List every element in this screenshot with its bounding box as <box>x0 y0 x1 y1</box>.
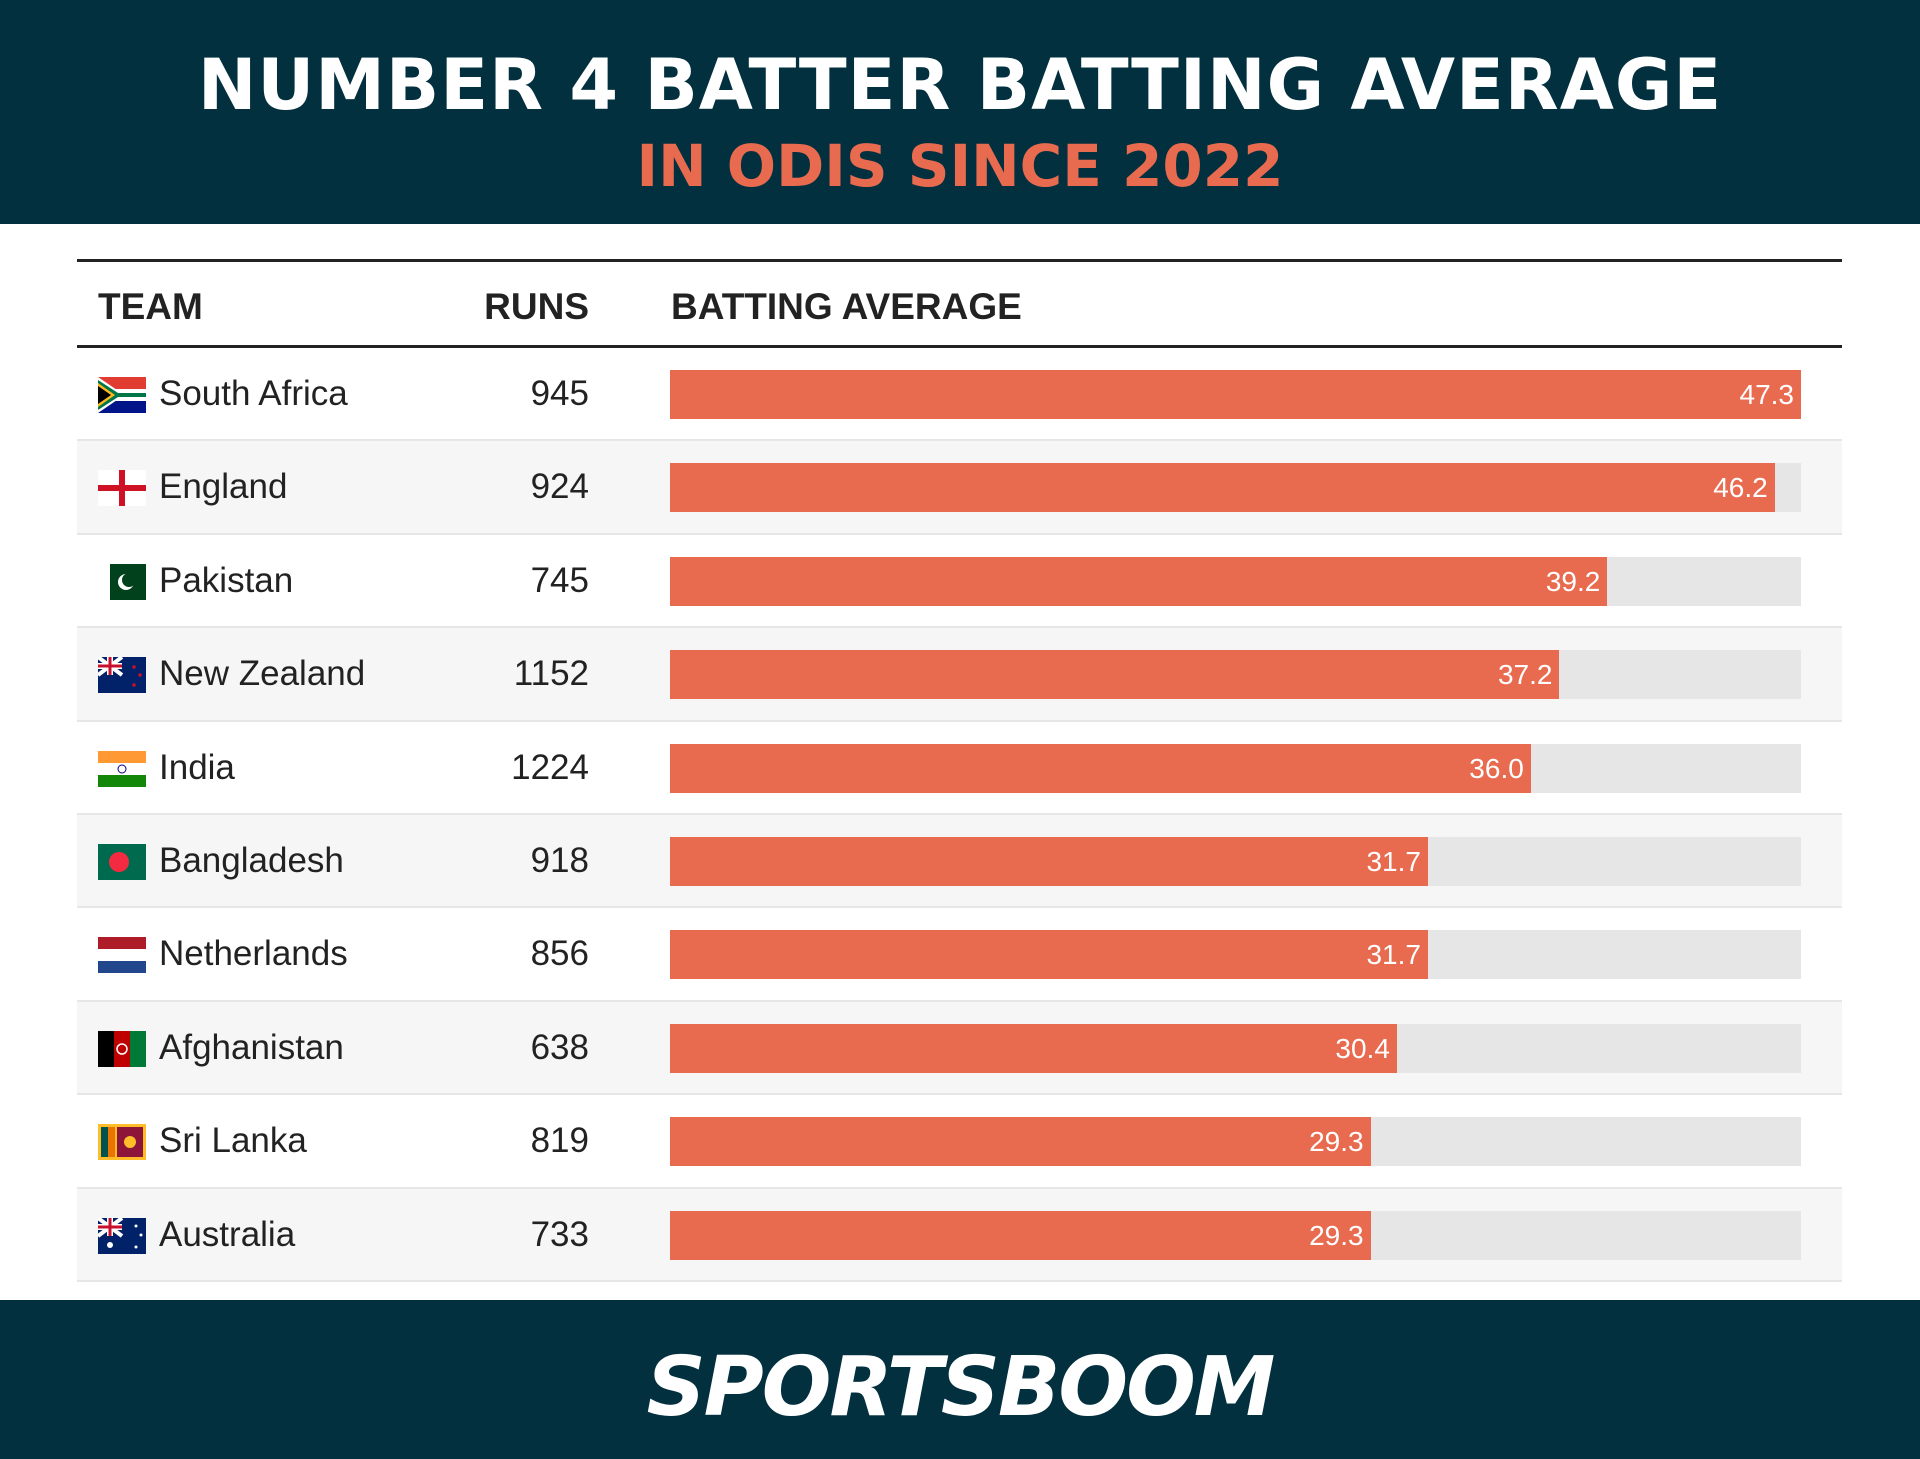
column-header-runs: RUNS <box>484 286 589 327</box>
table-row: England 924 46.2 <box>77 441 1842 535</box>
bar-value-label: 30.4 <box>1335 1032 1390 1064</box>
bar-netherlands: 31.7 <box>670 930 1428 980</box>
data-table: TEAM RUNS BATTING AVERAGE South Africa 9… <box>77 259 1842 1282</box>
bar-bangladesh: 31.7 <box>670 836 1428 886</box>
runs-value: 819 <box>530 1121 589 1161</box>
bar-value-label: 29.3 <box>1309 1126 1364 1158</box>
runs-value: 1152 <box>513 654 589 694</box>
divider <box>77 259 1842 262</box>
team-name: England <box>159 467 288 507</box>
table-row: India 1224 36.0 <box>77 722 1842 815</box>
bar-track: 47.3 <box>670 370 1801 419</box>
bar-value-label: 47.3 <box>1739 379 1795 410</box>
table-row: Bangladesh 918 31.7 <box>77 814 1842 909</box>
team-name: South Africa <box>159 374 348 413</box>
bar-value-label: 36.0 <box>1469 752 1524 784</box>
team-name: New Zealand <box>159 654 366 694</box>
team-name: Pakistan <box>159 560 294 600</box>
bar-value-label: 29.3 <box>1309 1219 1364 1251</box>
runs-value: 945 <box>530 374 589 413</box>
chart-subtitle: IN ODIS SINCE 2022 <box>636 132 1284 200</box>
footer-banner: SPORTSBOOM <box>0 1300 1920 1459</box>
runs-value: 733 <box>530 1214 589 1254</box>
table-row: New Zealand 1152 37.2 <box>77 628 1842 722</box>
bar-track: 46.2 <box>670 463 1801 513</box>
bar-value-label: 39.2 <box>1545 565 1601 597</box>
header-banner: NUMBER 4 BATTER BATTING AVERAGE IN ODIS … <box>0 0 1920 224</box>
team-name: Australia <box>159 1214 296 1254</box>
runs-value: 856 <box>530 934 589 974</box>
netherlands-flag-icon <box>98 937 146 974</box>
column-header-team: TEAM <box>98 286 203 327</box>
team-name: Bangladesh <box>159 840 344 880</box>
australia-flag-icon <box>98 1217 146 1254</box>
table-row: Sri Lanka 819 29.3 <box>77 1095 1842 1189</box>
runs-value: 918 <box>530 840 589 880</box>
sportsboom-logo: SPORTSBOOM <box>646 1340 1276 1435</box>
bar-pakistan: 39.2 <box>670 556 1608 606</box>
table-row: Afghanistan 638 30.4 <box>77 1001 1842 1096</box>
pakistan-flag-icon <box>98 563 146 600</box>
bar-track: 29.3 <box>670 1117 1801 1167</box>
bar-track: 37.2 <box>670 650 1801 700</box>
runs-value: 924 <box>530 467 589 507</box>
table-row: Netherlands 856 31.7 <box>77 908 1842 1002</box>
table-row: Australia 733 29.3 <box>77 1188 1842 1282</box>
table-row: Pakistan 745 39.2 <box>77 535 1842 629</box>
bar-england: 46.2 <box>670 463 1775 513</box>
south-africa-flag-icon <box>98 377 146 413</box>
bar-track: 36.0 <box>670 743 1801 793</box>
bar-track: 31.7 <box>670 930 1801 980</box>
bar-south-africa: 47.3 <box>670 370 1801 419</box>
runs-value: 638 <box>530 1027 589 1067</box>
runs-value: 745 <box>530 560 589 600</box>
bar-track: 31.7 <box>670 836 1801 886</box>
bar-value-label: 46.2 <box>1713 472 1768 504</box>
bangladesh-flag-icon <box>98 843 146 880</box>
bar-sri-lanka: 29.3 <box>670 1117 1371 1167</box>
bar-australia: 29.3 <box>670 1210 1371 1260</box>
runs-value: 1224 <box>511 747 589 787</box>
bar-value-label: 31.7 <box>1366 845 1421 877</box>
chart-title: NUMBER 4 BATTER BATTING AVERAGE <box>197 44 1723 126</box>
team-name: Sri Lanka <box>159 1121 307 1161</box>
india-flag-icon <box>98 750 146 787</box>
bar-track: 39.2 <box>670 556 1801 606</box>
bar-track: 30.4 <box>670 1023 1801 1073</box>
table-row: South Africa 945 47.3 <box>77 348 1842 442</box>
england-flag-icon <box>98 470 146 507</box>
bar-india: 36.0 <box>670 743 1531 793</box>
sri-lanka-flag-icon <box>98 1124 146 1161</box>
table-header: TEAM RUNS BATTING AVERAGE <box>77 262 1842 348</box>
afghanistan-flag-icon <box>98 1030 146 1067</box>
team-name: India <box>159 747 235 787</box>
column-header-batting-average: BATTING AVERAGE <box>671 286 1022 327</box>
new-zealand-flag-icon <box>98 657 146 694</box>
bar-value-label: 31.7 <box>1366 939 1421 971</box>
bar-afghanistan: 30.4 <box>670 1023 1397 1073</box>
bar-track: 29.3 <box>670 1210 1801 1260</box>
team-name: Afghanistan <box>159 1027 344 1067</box>
team-name: Netherlands <box>159 934 348 974</box>
bar-new-zealand: 37.2 <box>670 650 1560 700</box>
bar-value-label: 37.2 <box>1497 659 1553 691</box>
